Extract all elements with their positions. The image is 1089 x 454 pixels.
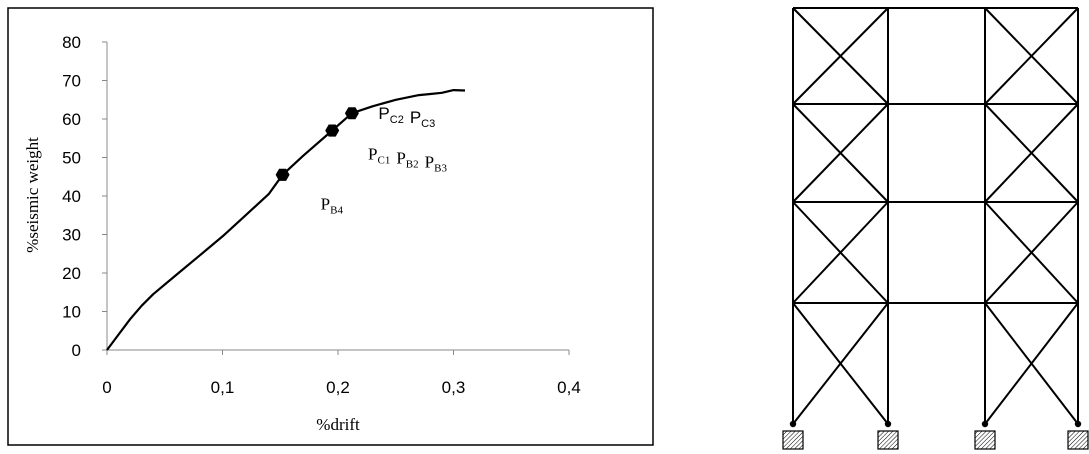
y-tick-label: 10 [62, 303, 81, 322]
y-tick-label: 30 [62, 226, 81, 245]
annotation-ann-b4: PB4 [321, 194, 344, 216]
pin-joint [1074, 420, 1082, 428]
x-tick-label: 0 [102, 378, 111, 397]
hinge-marker [344, 107, 359, 120]
y-tick-label: 0 [72, 341, 81, 360]
brace [984, 302, 1079, 425]
y-tick-label: 20 [62, 264, 81, 283]
support-hatch [974, 430, 996, 450]
support-hatch [877, 430, 899, 450]
pin-joint [884, 420, 892, 428]
hinge-marker [275, 168, 290, 181]
x-tick-label: 0,3 [442, 378, 466, 397]
x-axis-title: %drift [316, 415, 360, 434]
brace [792, 302, 889, 425]
brace [984, 103, 1079, 203]
hinge-marker [325, 124, 340, 137]
support-hatch [782, 430, 804, 450]
y-tick-label: 50 [62, 149, 81, 168]
x-tick-label: 0,4 [557, 378, 581, 397]
brace [792, 103, 889, 203]
y-tick-label: 70 [62, 72, 81, 91]
annotation-ann-c2-c3: PC2 PC3 [378, 104, 435, 130]
y-tick-label: 80 [62, 33, 81, 52]
chart-frame [7, 7, 654, 446]
support-hatch [1067, 430, 1089, 450]
x-tick-label: 0,1 [211, 378, 235, 397]
x-tick-label: 0,2 [326, 378, 350, 397]
brace [792, 201, 889, 304]
brace [984, 201, 1079, 304]
y-axis-title: %seismic weight [23, 137, 42, 253]
y-tick-label: 60 [62, 110, 81, 129]
annotation-ann-c1-b2-b3: PC1 PB2 PB3 [368, 144, 447, 174]
brace [792, 7, 889, 105]
pin-joint [789, 420, 797, 428]
brace [984, 7, 1079, 105]
pin-joint [981, 420, 989, 428]
y-tick-label: 40 [62, 187, 81, 206]
